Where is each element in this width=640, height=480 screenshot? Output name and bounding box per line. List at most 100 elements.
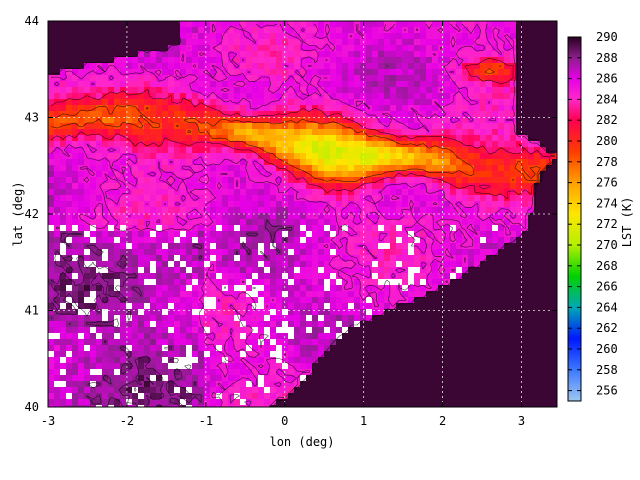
sea-cell [342, 345, 349, 352]
lst-cell [198, 123, 205, 130]
lst-cell [384, 123, 391, 130]
lst-cell [408, 51, 415, 58]
sea-cell [510, 309, 517, 316]
lst-cell [126, 255, 133, 262]
lst-cell [222, 243, 229, 250]
sea-cell [486, 339, 493, 346]
sea-cell [498, 327, 505, 334]
lst-cell [66, 303, 73, 310]
lst-cell [486, 249, 493, 256]
sea-cell [492, 357, 499, 364]
lst-cell [168, 315, 175, 322]
lst-cell [300, 69, 307, 76]
lst-cell [84, 123, 91, 130]
lst-cell [498, 39, 505, 46]
sea-cell [450, 291, 457, 298]
lst-cell [444, 27, 451, 34]
lst-cell [390, 99, 397, 106]
lst-cell [186, 189, 193, 196]
lst-cell [120, 111, 127, 118]
lst-cell [342, 117, 349, 124]
lst-cell [132, 339, 139, 346]
lst-cell [468, 213, 475, 220]
lst-cell [138, 75, 145, 82]
lst-cell [60, 189, 67, 196]
lst-cell [534, 165, 541, 172]
lst-cell [426, 171, 433, 178]
lst-cell [198, 261, 205, 268]
sea-cell [432, 339, 439, 346]
lst-cell [450, 183, 457, 190]
lst-cell [282, 231, 289, 238]
lst-cell [162, 51, 169, 58]
lst-cell [318, 171, 325, 178]
lst-cell [222, 255, 229, 262]
sea-cell [552, 21, 557, 28]
lst-cell [288, 225, 295, 232]
lst-cell [132, 213, 139, 220]
lst-cell [48, 165, 55, 172]
lst-cell [288, 69, 295, 76]
lst-cell [396, 219, 403, 226]
lst-cell [294, 123, 301, 130]
sea-cell [504, 249, 511, 256]
sea-cell [408, 309, 415, 316]
lst-cell [114, 309, 121, 316]
lst-cell [48, 321, 55, 328]
lst-cell [390, 81, 397, 88]
lst-cell [216, 345, 223, 352]
lst-cell [474, 249, 481, 256]
sea-cell [144, 27, 151, 34]
lst-cell [420, 171, 427, 178]
lst-cell [186, 129, 193, 136]
lst-cell [474, 141, 481, 148]
lst-cell [444, 237, 451, 244]
sea-cell [528, 309, 535, 316]
lst-cell [420, 51, 427, 58]
lst-cell [246, 123, 253, 130]
lst-cell [438, 123, 445, 130]
sea-cell [522, 99, 529, 106]
lst-cell [294, 237, 301, 244]
lst-cell [360, 207, 367, 214]
sea-cell [534, 99, 541, 106]
lst-cell [300, 57, 307, 64]
lst-cell [270, 189, 277, 196]
sea-cell [522, 267, 529, 274]
sea-cell [528, 123, 535, 130]
lst-cell [372, 309, 379, 316]
lst-cell [486, 237, 493, 244]
lst-cell [102, 303, 109, 310]
lst-cell [276, 291, 283, 298]
lst-cell [144, 261, 151, 268]
lst-cell [48, 273, 55, 280]
sea-cell [498, 249, 505, 256]
lst-cell [498, 147, 505, 154]
lst-cell [450, 195, 457, 202]
lst-cell [414, 129, 421, 136]
lst-cell [414, 117, 421, 124]
sea-cell [150, 21, 157, 28]
lst-cell [246, 117, 253, 124]
lst-cell [198, 183, 205, 190]
lst-cell [114, 321, 121, 328]
lst-cell [306, 39, 313, 46]
lst-cell [360, 219, 367, 226]
lst-cell [102, 309, 109, 316]
lst-cell [270, 63, 277, 70]
lst-cell [234, 75, 241, 82]
lst-cell [78, 321, 85, 328]
lst-cell [54, 369, 61, 376]
sea-cell [546, 255, 553, 262]
lst-cell [54, 165, 61, 172]
lst-cell [156, 141, 163, 148]
lst-cell [372, 141, 379, 148]
lst-cell [78, 189, 85, 196]
lst-cell [84, 261, 91, 268]
lst-cell [390, 189, 397, 196]
lst-cell [492, 219, 499, 226]
lst-cell [300, 159, 307, 166]
lst-cell [54, 123, 61, 130]
lst-cell [402, 39, 409, 46]
lst-cell [186, 141, 193, 148]
